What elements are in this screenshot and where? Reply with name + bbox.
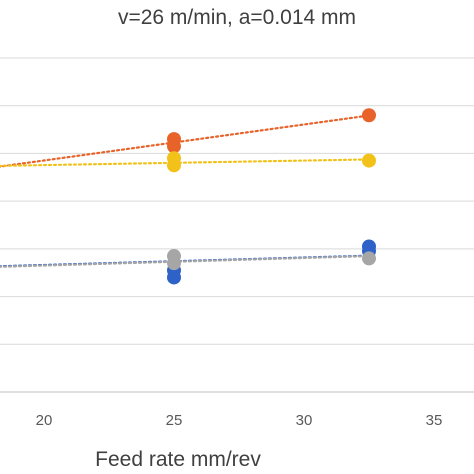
point-series-4 — [362, 251, 376, 266]
trendlines — [0, 114, 371, 268]
x-tick-label: 35 — [426, 412, 443, 429]
x-tick-labels: 20 25 30 35 — [36, 412, 443, 429]
x-tick-label: 25 — [166, 412, 183, 429]
trendline-series-1 — [0, 114, 371, 168]
point-series-1 — [362, 108, 376, 123]
trendline-series-2 — [0, 158, 371, 167]
x-tick-label: 30 — [296, 412, 313, 429]
gridlines — [0, 57, 474, 393]
data-points — [167, 108, 376, 285]
point-series-1 — [167, 139, 181, 154]
x-tick-label: 20 — [36, 412, 53, 429]
point-series-2 — [362, 153, 376, 168]
x-axis-label: Feed rate mm/rev — [95, 448, 261, 471]
point-series-4 — [167, 249, 181, 264]
chart-title: v=26 m/min, a=0.014 mm — [118, 6, 356, 29]
trendline-series-4 — [0, 254, 371, 268]
point-series-2 — [167, 151, 181, 166]
